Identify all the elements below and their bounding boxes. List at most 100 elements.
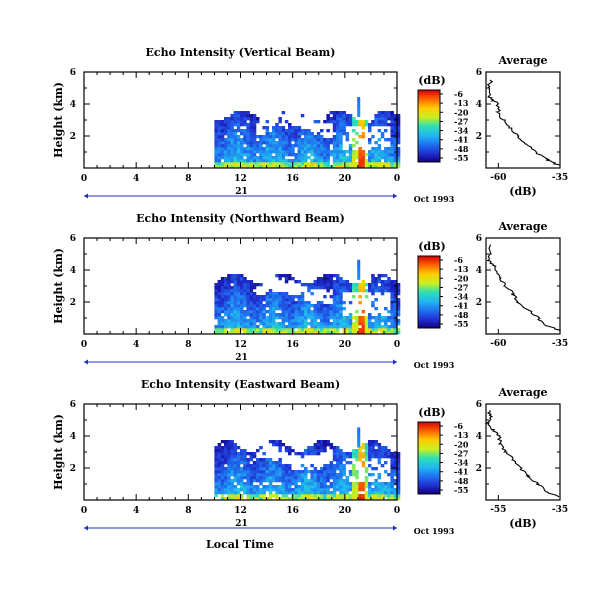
heatmap-cell [323,449,327,453]
heatmap-cell [297,132,302,136]
heatmap-cell [256,491,260,495]
heatmap-cell [249,123,254,127]
heatmap-cell [387,491,391,495]
heatmap-cell [217,165,222,169]
heatmap-cell [339,316,343,320]
heatmap-cell [262,310,266,314]
heatmap-cell [252,114,257,118]
heatmap-cell [352,283,356,287]
heatmap-cell [355,310,359,314]
heatmap-cell [265,319,270,323]
heatmap-cell [297,452,302,456]
heatmap-cell [227,144,231,148]
heatmap-cell [396,319,401,323]
heatmap-cell [313,491,318,495]
heatmap-cell [396,126,401,130]
heatmap-cell [275,162,279,166]
heatmap-cell [256,144,260,148]
heatmap-cell [252,301,257,305]
heatmap-cell [236,452,241,456]
heatmap-cell [377,120,382,124]
heatmap-cell [291,147,295,151]
heatmap-cell [332,458,337,462]
heatmap-cell [326,289,330,293]
heatmap-cell [390,141,394,145]
heatmap-cells [214,427,401,501]
heatmap-cell [380,135,385,139]
heatmap-cell [380,165,385,169]
heatmap-cell [281,491,286,495]
heatmap-cell [272,328,276,332]
heatmap-cell [348,144,353,148]
heatmap-cell [230,153,234,157]
heatmap-cell [246,159,250,163]
heatmap-cell [345,319,350,323]
heatmap-cell [361,159,366,163]
heatmap-cell [256,150,260,154]
heatmap-cell [384,316,388,320]
heatmap-cell [268,135,273,139]
heatmap-cell [307,141,311,145]
heatmap-cell [323,162,327,166]
heatmap-cell [249,316,254,320]
heatmap-cell [230,286,234,290]
heatmap-cell [300,283,305,287]
heatmap-cell [278,467,282,471]
heatmap-cell [336,159,340,163]
heatmap-cell [304,132,308,136]
heatmap-cell [342,283,346,287]
heatmap-cell [246,126,250,130]
heatmap-cell [288,298,292,302]
heatmap-cell [217,488,222,492]
heatmap-cell [332,274,337,278]
heatmap-cell [374,494,378,498]
heatmap-cell [310,452,314,456]
heatmap-cell [243,482,247,486]
heatmap-cell [236,301,241,305]
heatmap-cell [297,307,302,311]
heatmap-cell [313,150,318,154]
day-axis-arrow [393,525,397,531]
heatmap-cell [259,461,263,465]
heatmap-cell [374,449,378,453]
heatmap-cell [272,126,276,130]
heatmap-cell [313,479,318,483]
heatmap-cell [230,452,234,456]
heatmap-cell [262,464,266,468]
heatmap-cell [214,331,218,335]
heatmap-cell [233,147,238,151]
heatmap-cell [339,479,343,483]
heatmap-cell [390,325,394,329]
heatmap-cell [339,449,343,453]
heatmap-cell [380,464,385,468]
heatmap-cell [284,165,289,169]
heatmap-cell [332,289,337,293]
heatmap-cell [393,165,398,169]
heatmap-cell [236,150,241,154]
heatmap-cell [387,286,391,290]
heatmap-cell [272,331,276,335]
heatmap-cell [313,165,318,169]
y-tick-label: 2 [70,464,76,474]
heatmap-cell [224,159,228,163]
heatmap-cell [224,283,228,287]
heatmap-cell [358,322,362,326]
heatmap-cell [326,310,330,314]
heatmap-cell [390,452,394,456]
heatmap-cell [393,319,398,323]
heatmap-cell [377,156,382,160]
heatmap-cell [307,301,311,305]
heatmap-cell [217,467,222,471]
heatmap-cell [323,304,327,308]
heatmap-cell [224,488,228,492]
heatmap-cell [284,138,289,142]
heatmap-cell [240,120,244,124]
heatmap-cell [284,144,289,148]
heatmap-cell [396,455,401,459]
heatmap-cell [339,307,343,311]
heatmap-cell [249,301,254,305]
heatmap-cell [320,322,324,326]
heatmap-cell [275,467,279,471]
heatmap-cell [348,156,353,160]
